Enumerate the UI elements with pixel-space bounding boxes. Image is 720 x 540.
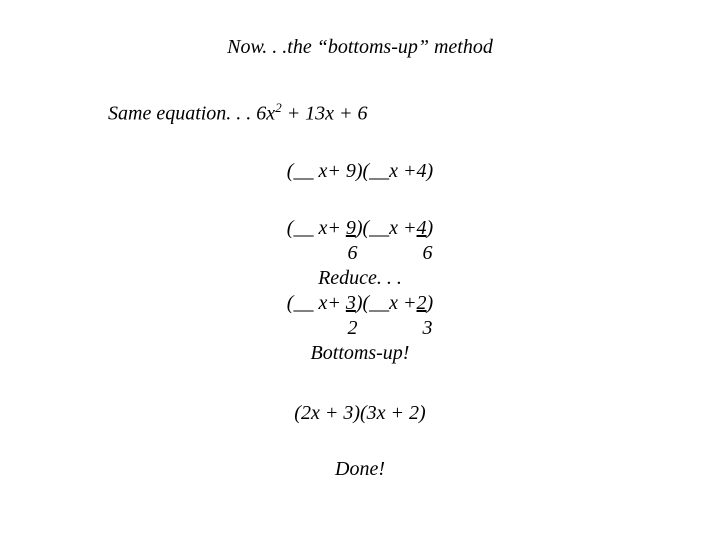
s2-n4: 2 [417,292,427,314]
s2-close: ) [427,217,434,239]
step2-line1: (__ x+ 9)(__x +4) [0,216,720,241]
step2-den2: 2 3 [288,316,433,341]
step1-expr: (__ x+ 9)(__x +4) [287,160,433,182]
equation-suffix: + 13x + 6 [282,103,368,125]
s2-open1: (__ x+ [287,217,346,239]
s2-n1: 9 [346,217,356,239]
s2-mid: )(__x + [356,217,417,239]
title-line: Now. . .the “bottoms-up” method [0,36,720,59]
done-block: Done! [0,458,720,481]
s2-mid2: )(__x + [356,292,417,314]
s2-close2: ) [427,292,434,314]
title-text: Now. . .the “bottoms-up” method [227,36,493,58]
step2-block: (__ x+ 9)(__x +4) 6 6 Reduce. . . (__ x+… [0,216,720,366]
s2-n3: 3 [346,292,356,314]
equation-prefix: Same equation. . . 6x [108,103,275,125]
step2-line2: (__ x+ 3)(__x +2) [0,291,720,316]
step2-reduce: Reduce. . . [0,266,720,291]
s2-open2: (__ x+ [287,292,346,314]
result-block: (2x + 3)(3x + 2) [0,402,720,425]
step2-den1: 6 6 [288,241,433,266]
step1-block: (__ x+ 9)(__x +4) [0,160,720,183]
equation-line: Same equation. . . 6x2 + 13x + 6 [108,100,368,126]
done-text: Done! [335,458,385,480]
s2-n2: 4 [417,217,427,239]
result-expr: (2x + 3)(3x + 2) [294,402,425,424]
slide: Now. . .the “bottoms-up” method Same equ… [0,0,720,540]
step2-bottoms: Bottoms-up! [0,341,720,366]
